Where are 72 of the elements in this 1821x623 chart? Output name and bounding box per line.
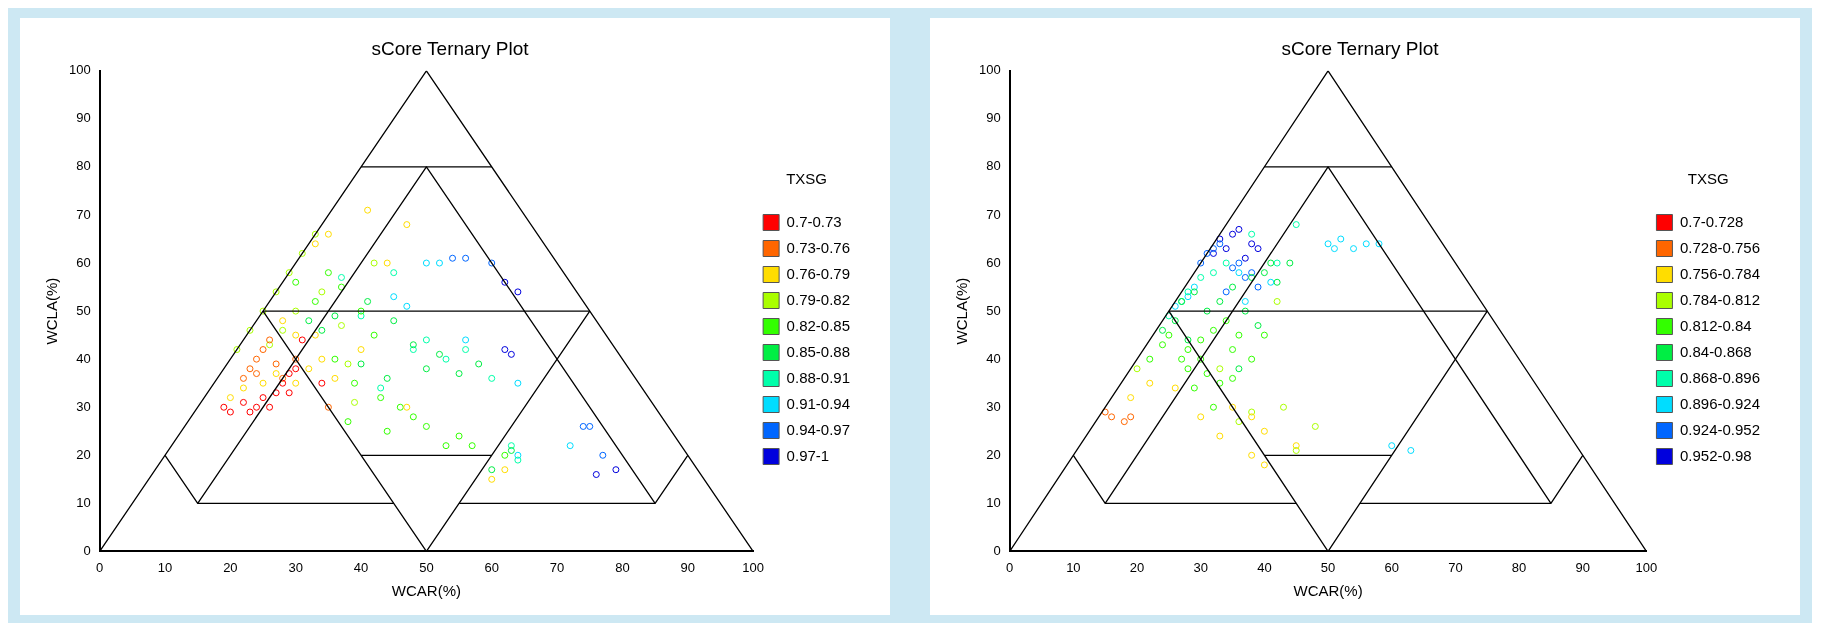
y-tick-label: 0 <box>83 542 91 558</box>
y-axis-title: WCLA(%) <box>43 277 61 345</box>
y-tick-label: 70 <box>76 206 91 222</box>
legend-label: 0.896-0.924 <box>1679 394 1761 412</box>
x-tick-label: 60 <box>1384 559 1399 575</box>
legend-label: 0.952-0.98 <box>1679 446 1752 464</box>
y-tick-label: 40 <box>986 350 1001 366</box>
x-tick-label: 0 <box>1006 559 1014 575</box>
y-axis-title: WCLA(%) <box>953 277 971 345</box>
legend-label: 0.85-0.88 <box>786 342 851 360</box>
legend-label: 0.728-0.756 <box>1679 238 1761 256</box>
chart-title: sCore Ternary Plot <box>371 37 530 59</box>
x-tick-label: 70 <box>549 559 565 575</box>
legend-label: 0.756-0.784 <box>1679 264 1761 282</box>
y-tick-label: 0 <box>993 542 1001 558</box>
x-tick-label: 10 <box>157 559 173 575</box>
y-tick-label: 20 <box>986 446 1001 462</box>
legend-label: 0.79-0.82 <box>786 290 851 308</box>
legend-title: TXSG <box>786 170 827 188</box>
x-tick-label: 50 <box>1320 559 1336 575</box>
y-tick-label: 30 <box>76 398 91 414</box>
x-axis-title: WCAR(%) <box>391 582 461 600</box>
x-tick-label: 90 <box>1575 559 1590 575</box>
x-tick-label: 30 <box>288 559 303 575</box>
chart-title: sCore Ternary Plot <box>1281 37 1440 59</box>
x-tick-label: 70 <box>1448 559 1463 575</box>
legend-label: 0.88-0.91 <box>786 368 851 386</box>
legend-label: 0.7-0.728 <box>1679 212 1744 230</box>
legend-label: 0.784-0.812 <box>1679 290 1761 308</box>
y-tick-label: 100 <box>68 62 91 78</box>
y-tick-label: 30 <box>986 398 1001 414</box>
legend-label: 0.76-0.79 <box>786 264 851 282</box>
legend-label: 0.91-0.94 <box>786 394 851 412</box>
x-tick-label: 40 <box>1257 559 1272 575</box>
y-tick-label: 70 <box>986 206 1001 222</box>
y-tick-label: 20 <box>76 446 91 462</box>
y-tick-label: 40 <box>76 350 91 366</box>
x-tick-label: 100 <box>1635 559 1658 575</box>
y-tick-label: 100 <box>978 62 1001 78</box>
x-tick-label: 20 <box>223 559 238 575</box>
x-tick-label: 80 <box>1511 559 1527 575</box>
x-tick-label: 40 <box>353 559 369 575</box>
legend-label: 0.82-0.85 <box>786 316 851 334</box>
legend-label: 0.924-0.952 <box>1679 420 1761 438</box>
legend-label: 0.97-1 <box>786 446 830 464</box>
x-tick-label: 80 <box>615 559 630 575</box>
legend-label: 0.73-0.76 <box>786 238 851 256</box>
y-tick-label: 60 <box>986 254 1001 270</box>
y-tick-label: 60 <box>76 254 91 270</box>
y-tick-label: 10 <box>76 494 91 510</box>
legend-label: 0.7-0.73 <box>786 212 842 230</box>
x-tick-label: 20 <box>1129 559 1145 575</box>
y-tick-label: 50 <box>986 302 1001 318</box>
x-tick-label: 90 <box>680 559 696 575</box>
legend-label: 0.84-0.868 <box>1679 342 1752 360</box>
x-tick-label: 100 <box>742 559 764 575</box>
x-tick-label: 60 <box>484 559 499 575</box>
x-tick-label: 10 <box>1066 559 1081 575</box>
x-axis-title: WCAR(%) <box>1293 582 1363 600</box>
x-tick-label: 50 <box>419 559 434 575</box>
y-tick-label: 10 <box>986 494 1001 510</box>
x-tick-label: 30 <box>1193 559 1208 575</box>
y-tick-label: 90 <box>76 110 91 126</box>
legend-label: 0.812-0.84 <box>1679 316 1752 334</box>
y-tick-label: 50 <box>76 302 91 318</box>
legend-label: 0.868-0.896 <box>1679 368 1761 386</box>
legend-title: TXSG <box>1687 170 1729 188</box>
legend-label: 0.94-0.97 <box>786 420 851 438</box>
y-tick-label: 90 <box>986 110 1001 126</box>
y-tick-label: 80 <box>76 158 91 174</box>
y-tick-label: 80 <box>986 158 1001 174</box>
x-tick-label: 0 <box>96 559 104 575</box>
